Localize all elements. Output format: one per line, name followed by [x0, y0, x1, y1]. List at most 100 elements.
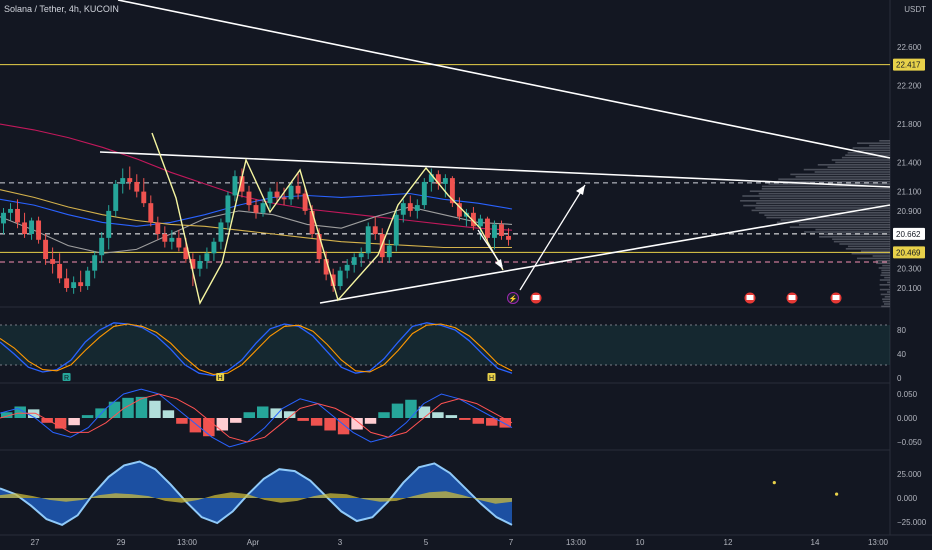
- volume-profile-bar: [880, 293, 890, 296]
- macd-histogram-bar: [432, 412, 444, 418]
- price-tick-label: 20.900: [897, 207, 922, 216]
- volume-profile-bar: [749, 190, 890, 192]
- volume-profile-bar: [777, 180, 890, 183]
- volume-profile-bar: [789, 226, 890, 228]
- macd-histogram-bar: [418, 406, 431, 418]
- macd-histogram-bar: [257, 406, 269, 418]
- time-tick-label: 7: [509, 538, 514, 547]
- candle-body: [309, 210, 315, 235]
- volume-profile-bar: [879, 288, 890, 291]
- volume-profile-bar: [819, 236, 890, 238]
- volume-profile-bar: [869, 144, 890, 147]
- volume-profile-bar: [814, 171, 890, 173]
- volume-profile-bar: [780, 219, 890, 221]
- candle-body: [134, 181, 140, 192]
- macd-histogram-bar: [1, 412, 13, 418]
- candle-body: [22, 222, 28, 235]
- time-tick-label: 14: [811, 538, 820, 547]
- candle-body: [316, 234, 322, 260]
- flag-event-icon-glyph: [788, 295, 796, 300]
- zigzag-pattern[interactable]: [151, 132, 504, 305]
- volume-profile-bar: [831, 159, 890, 161]
- candle-body: [281, 197, 287, 200]
- macd-histogram-bar: [41, 418, 53, 423]
- arrow-projection[interactable]: [519, 184, 586, 291]
- macd-tick-label: 0.050: [897, 390, 918, 399]
- split-event-icon[interactable]: [507, 292, 519, 304]
- candle-body: [190, 259, 196, 269]
- macd-histogram-bar: [14, 406, 26, 418]
- volume-profile-bar: [881, 269, 890, 272]
- volume-profile-bar: [857, 149, 890, 152]
- triangle-bottom-line[interactable]: [319, 204, 891, 304]
- macd-histogram-bar: [445, 415, 458, 418]
- candle-body: [365, 226, 371, 254]
- macd-histogram-bar: [499, 418, 511, 428]
- candle-body: [239, 176, 245, 192]
- candle-body: [99, 237, 105, 256]
- candle-body: [120, 178, 126, 184]
- volume-profile-bar: [815, 228, 890, 231]
- macd-histogram-bar: [122, 397, 134, 418]
- candle-body: [148, 203, 154, 223]
- arrow-pullback[interactable]: [477, 229, 503, 267]
- volume-profile-bar: [886, 291, 890, 293]
- price-levels: [0, 64, 890, 263]
- stoch-marker: [487, 373, 496, 381]
- volume-profile-bar: [778, 178, 890, 180]
- candle-body: [499, 224, 504, 236]
- macd-histogram-bar: [337, 418, 350, 435]
- stoch-marker-label: H: [489, 375, 494, 382]
- candle-body: [197, 261, 203, 269]
- time-tick-label: 27: [31, 538, 40, 547]
- candle-body: [15, 208, 20, 223]
- volume-profile-bar: [832, 238, 890, 240]
- volume-profile-bar: [876, 262, 890, 264]
- candle-body: [506, 235, 511, 240]
- volume-profile-bar: [878, 267, 890, 269]
- oscillator-dot: [772, 481, 776, 485]
- candle-body: [43, 239, 49, 260]
- drawing-tools[interactable]: [99, 0, 891, 305]
- triangle-top-line[interactable]: [99, 151, 891, 188]
- time-axis[interactable]: 27 29 13:00 Apr 3 5 7 13:00 10 12 14 13:00: [31, 538, 889, 547]
- candle-body: [141, 191, 147, 204]
- price-axis[interactable]: 22.600 22.200 21.800 21.400 21.100 20.900 20.3…: [893, 43, 927, 527]
- macd-histogram-bar: [270, 408, 282, 418]
- volume-profile-bar: [761, 185, 890, 188]
- candle-body: [169, 237, 175, 242]
- flag-event-icon-glyph: [746, 295, 754, 300]
- stoch-k-line: [0, 322, 513, 377]
- candle-body: [393, 214, 399, 246]
- time-tick-label: 12: [724, 538, 733, 547]
- trendline-upper[interactable]: [117, 0, 891, 159]
- price-label-tag: [893, 246, 925, 259]
- candle-body: [162, 234, 168, 242]
- candle-body: [253, 205, 259, 213]
- stoch-tick-label: 0: [897, 374, 902, 383]
- volume-profile-bar: [879, 284, 890, 286]
- macd-histogram-bar: [135, 396, 148, 418]
- price-tick-label: 21.100: [897, 188, 922, 197]
- volume-profile-bar: [835, 161, 890, 164]
- macd-histogram-bar: [216, 418, 229, 431]
- macd-histogram-bar: [203, 418, 215, 437]
- volume-profile-bar: [742, 195, 890, 197]
- stoch-band: [0, 325, 890, 365]
- time-tick-label: Apr: [247, 538, 260, 547]
- candle-body: [456, 203, 462, 217]
- price-label-text: 20.469: [896, 248, 921, 257]
- volume-profile-bar: [860, 250, 890, 252]
- volume-profile-bar: [751, 209, 890, 212]
- event-icons[interactable]: ⚡: [507, 292, 842, 304]
- candle-body: [260, 203, 266, 213]
- oscillator-wave-line: [0, 460, 513, 527]
- candle-body: [428, 174, 434, 182]
- volume-profile-bar: [845, 248, 890, 250]
- stoch-marker-label: H: [218, 375, 223, 382]
- time-tick-label: 3: [338, 538, 343, 547]
- candle-body: [267, 191, 273, 204]
- price-label-tag: [893, 227, 925, 240]
- volume-profile-bar: [743, 204, 890, 207]
